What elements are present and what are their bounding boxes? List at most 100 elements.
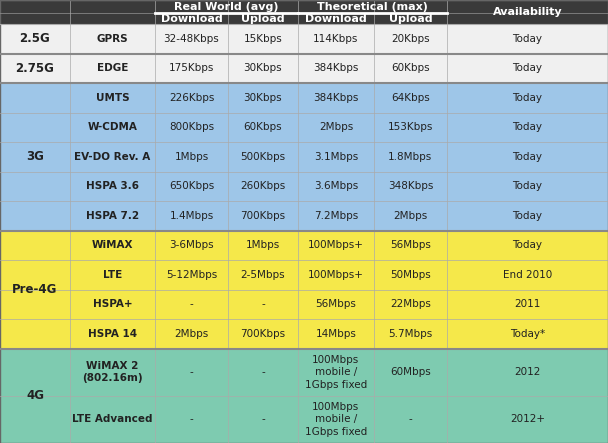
- Text: 100Mbps+: 100Mbps+: [308, 270, 364, 280]
- Text: HSPA+: HSPA+: [92, 299, 133, 309]
- Text: 800Kbps: 800Kbps: [169, 122, 214, 132]
- Text: -: -: [261, 299, 265, 309]
- Text: 20Kbps: 20Kbps: [391, 34, 430, 44]
- Text: 700Kbps: 700Kbps: [240, 329, 286, 339]
- Text: 1.4Mbps: 1.4Mbps: [170, 211, 213, 221]
- Text: 14Mbps: 14Mbps: [316, 329, 356, 339]
- Text: 1.8Mbps: 1.8Mbps: [389, 152, 432, 162]
- Text: 2.75G: 2.75G: [16, 62, 54, 75]
- Text: 226Kbps: 226Kbps: [169, 93, 214, 103]
- Text: 60Kbps: 60Kbps: [391, 63, 430, 74]
- Text: Upload: Upload: [241, 14, 285, 23]
- Text: 5-12Mbps: 5-12Mbps: [166, 270, 217, 280]
- Text: 700Kbps: 700Kbps: [240, 211, 286, 221]
- Text: 56Mbps: 56Mbps: [316, 299, 356, 309]
- Text: 3.6Mbps: 3.6Mbps: [314, 181, 358, 191]
- Bar: [0, 24, 608, 54]
- Text: LTE: LTE: [103, 270, 122, 280]
- Text: 500Kbps: 500Kbps: [240, 152, 286, 162]
- Text: Pre-4G: Pre-4G: [12, 283, 58, 296]
- Text: -: -: [190, 414, 193, 424]
- Text: 2011: 2011: [514, 299, 541, 309]
- Text: EV-DO Rev. A: EV-DO Rev. A: [74, 152, 151, 162]
- Text: 7.2Mbps: 7.2Mbps: [314, 211, 358, 221]
- Text: Download: Download: [305, 14, 367, 23]
- Text: Today: Today: [513, 241, 542, 250]
- Bar: [0, 142, 608, 171]
- Text: 2Mbps: 2Mbps: [393, 211, 427, 221]
- Text: HSPA 14: HSPA 14: [88, 329, 137, 339]
- Text: Theoretical (max): Theoretical (max): [317, 2, 428, 12]
- Bar: [0, 171, 608, 201]
- Text: 60Mbps: 60Mbps: [390, 367, 431, 377]
- Text: 175Kbps: 175Kbps: [169, 63, 214, 74]
- Text: 3-6Mbps: 3-6Mbps: [169, 241, 214, 250]
- Text: 30Kbps: 30Kbps: [244, 93, 282, 103]
- Bar: [0, 290, 608, 319]
- Text: Today: Today: [513, 63, 542, 74]
- Text: 650Kbps: 650Kbps: [169, 181, 214, 191]
- Text: 260Kbps: 260Kbps: [240, 181, 286, 191]
- Bar: [0, 396, 608, 443]
- Bar: [0, 349, 608, 396]
- Bar: [0, 13, 608, 24]
- Text: 30Kbps: 30Kbps: [244, 63, 282, 74]
- Text: Today: Today: [513, 34, 542, 44]
- Bar: [0, 260, 608, 290]
- Bar: [0, 113, 608, 142]
- Text: Today: Today: [513, 93, 542, 103]
- Text: W-CDMA: W-CDMA: [88, 122, 137, 132]
- Text: HSPA 3.6: HSPA 3.6: [86, 181, 139, 191]
- Text: Real World (avg): Real World (avg): [174, 2, 278, 12]
- Text: 1Mbps: 1Mbps: [174, 152, 209, 162]
- Text: Today: Today: [513, 181, 542, 191]
- Text: EDGE: EDGE: [97, 63, 128, 74]
- Text: -: -: [261, 414, 265, 424]
- Text: -: -: [409, 414, 412, 424]
- Text: 348Kbps: 348Kbps: [388, 181, 433, 191]
- Text: Today: Today: [513, 152, 542, 162]
- Text: Today*: Today*: [510, 329, 545, 339]
- Text: End 2010: End 2010: [503, 270, 552, 280]
- Text: 2.5G: 2.5G: [19, 32, 50, 45]
- Text: 1Mbps: 1Mbps: [246, 241, 280, 250]
- Text: 100Mbps
mobile /
1Gbps fixed: 100Mbps mobile / 1Gbps fixed: [305, 355, 367, 389]
- Text: UMTS: UMTS: [95, 93, 130, 103]
- Bar: [0, 231, 608, 260]
- Text: 5.7Mbps: 5.7Mbps: [389, 329, 432, 339]
- Text: 15Kbps: 15Kbps: [244, 34, 282, 44]
- Text: 32-48Kbps: 32-48Kbps: [164, 34, 219, 44]
- Text: GPRS: GPRS: [97, 34, 128, 44]
- Text: 2Mbps: 2Mbps: [174, 329, 209, 339]
- Text: Availability: Availability: [492, 7, 562, 17]
- Text: 114Kbps: 114Kbps: [313, 34, 359, 44]
- Text: 2-5Mbps: 2-5Mbps: [241, 270, 285, 280]
- Bar: [0, 83, 608, 113]
- Text: 50Mbps: 50Mbps: [390, 270, 431, 280]
- Text: WiMAX 2
(802.16m): WiMAX 2 (802.16m): [82, 361, 143, 383]
- Bar: [0, 201, 608, 231]
- Text: 100Mbps+: 100Mbps+: [308, 241, 364, 250]
- Text: 64Kbps: 64Kbps: [391, 93, 430, 103]
- Text: 56Mbps: 56Mbps: [390, 241, 431, 250]
- Text: LTE Advanced: LTE Advanced: [72, 414, 153, 424]
- Text: 2012: 2012: [514, 367, 541, 377]
- Text: 3G: 3G: [26, 150, 44, 163]
- Bar: [0, 0, 608, 13]
- Text: 384Kbps: 384Kbps: [313, 93, 359, 103]
- Bar: [0, 319, 608, 349]
- Text: Upload: Upload: [389, 14, 432, 23]
- Text: 2012+: 2012+: [510, 414, 545, 424]
- Bar: [0, 54, 608, 83]
- Text: 153Kbps: 153Kbps: [388, 122, 433, 132]
- Text: 60Kbps: 60Kbps: [244, 122, 282, 132]
- Text: 3.1Mbps: 3.1Mbps: [314, 152, 358, 162]
- Text: 22Mbps: 22Mbps: [390, 299, 431, 309]
- Text: -: -: [190, 299, 193, 309]
- Text: WiMAX: WiMAX: [92, 241, 133, 250]
- Text: Download: Download: [161, 14, 223, 23]
- Text: Today: Today: [513, 211, 542, 221]
- Text: Today: Today: [513, 122, 542, 132]
- Text: -: -: [190, 367, 193, 377]
- Text: HSPA 7.2: HSPA 7.2: [86, 211, 139, 221]
